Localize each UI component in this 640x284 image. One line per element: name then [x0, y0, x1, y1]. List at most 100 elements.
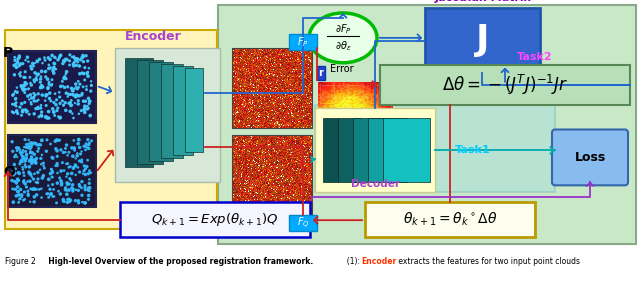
- Point: [73, 154, 83, 158]
- Point: [70, 82, 81, 86]
- Point: [47, 156, 58, 160]
- Point: [86, 79, 96, 83]
- Point: [52, 161, 62, 166]
- Point: [55, 54, 65, 58]
- Point: [15, 151, 26, 155]
- Point: [13, 185, 23, 189]
- Point: [27, 142, 37, 147]
- Point: [32, 143, 42, 147]
- Point: [44, 115, 54, 120]
- Point: [36, 69, 47, 74]
- Point: [28, 64, 38, 68]
- Point: [20, 137, 30, 142]
- Point: [51, 147, 61, 151]
- Point: [13, 178, 24, 183]
- Point: [36, 186, 47, 191]
- FancyBboxPatch shape: [218, 5, 636, 244]
- Point: [52, 137, 62, 142]
- Point: [12, 85, 22, 90]
- Point: [33, 105, 43, 109]
- Point: [15, 70, 26, 75]
- Point: [13, 170, 24, 175]
- Point: [34, 146, 44, 151]
- Point: [14, 171, 24, 176]
- Point: [22, 55, 33, 60]
- Point: [18, 87, 28, 92]
- Point: [25, 147, 35, 151]
- Text: $\partial\theta_\varepsilon$: $\partial\theta_\varepsilon$: [335, 39, 351, 53]
- Point: [23, 145, 33, 150]
- Text: Encoder: Encoder: [362, 257, 397, 266]
- Point: [79, 168, 89, 173]
- Point: [8, 110, 18, 114]
- Point: [47, 170, 58, 175]
- Point: [54, 138, 65, 143]
- Point: [20, 80, 30, 85]
- Point: [80, 183, 90, 188]
- Point: [19, 179, 29, 184]
- Point: [67, 55, 77, 59]
- Point: [67, 111, 77, 116]
- Point: [14, 55, 24, 60]
- Point: [65, 109, 76, 114]
- Point: [10, 171, 20, 176]
- Point: [76, 149, 86, 154]
- Point: [68, 64, 79, 68]
- Point: [84, 101, 94, 106]
- Point: [79, 104, 90, 108]
- Point: [83, 74, 93, 78]
- Point: [8, 168, 19, 173]
- Point: [45, 142, 56, 146]
- Point: [73, 165, 83, 170]
- Point: [45, 91, 55, 95]
- Point: [81, 166, 91, 171]
- Point: [60, 150, 70, 154]
- Point: [36, 138, 47, 142]
- Point: [60, 146, 70, 151]
- Point: [29, 96, 39, 100]
- Point: [80, 172, 90, 177]
- Point: [81, 148, 91, 152]
- Point: [28, 187, 38, 192]
- Text: $\theta_{k+1} = \theta_k{}^\circ\Delta\theta$: $\theta_{k+1} = \theta_k{}^\circ\Delta\t…: [403, 211, 497, 228]
- Point: [61, 72, 71, 76]
- Point: [68, 116, 79, 120]
- Point: [52, 171, 63, 175]
- Point: [85, 113, 95, 118]
- Point: [19, 180, 29, 185]
- Point: [81, 107, 91, 111]
- Point: [75, 82, 85, 86]
- Text: Error: Error: [330, 64, 354, 74]
- Point: [61, 108, 71, 112]
- Point: [23, 189, 33, 193]
- Point: [12, 65, 22, 70]
- Point: [46, 83, 56, 87]
- Point: [44, 82, 54, 87]
- Point: [60, 199, 70, 204]
- Point: [81, 144, 91, 149]
- Point: [27, 96, 37, 100]
- Point: [36, 110, 47, 114]
- Point: [26, 173, 36, 178]
- Text: r: r: [319, 68, 323, 78]
- Text: P: P: [3, 46, 13, 60]
- Point: [84, 177, 95, 182]
- Point: [52, 149, 62, 153]
- Point: [15, 62, 26, 66]
- Point: [70, 162, 81, 167]
- Point: [66, 98, 76, 103]
- Point: [41, 103, 51, 108]
- Point: [33, 98, 44, 102]
- Point: [26, 150, 36, 154]
- Point: [15, 105, 25, 109]
- Point: [64, 150, 74, 154]
- Point: [68, 154, 78, 158]
- Point: [29, 187, 40, 192]
- Point: [35, 85, 45, 90]
- Point: [49, 194, 60, 199]
- Point: [10, 187, 20, 191]
- Point: [13, 176, 23, 181]
- Point: [52, 154, 62, 159]
- Point: [13, 178, 23, 182]
- Point: [51, 201, 61, 205]
